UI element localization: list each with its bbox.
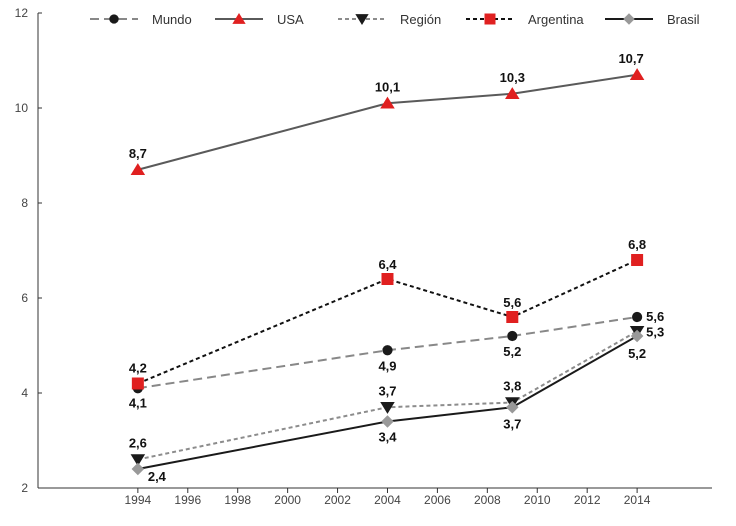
data-point xyxy=(631,254,644,266)
y-tick-label: 10 xyxy=(15,101,29,115)
data-point xyxy=(131,377,144,390)
legend-marker xyxy=(355,14,369,26)
legend-item-2: Región xyxy=(338,12,441,27)
x-tick-label: 1994 xyxy=(125,493,152,507)
data-label: 3,4 xyxy=(378,430,397,445)
data-label: 3,8 xyxy=(503,379,521,394)
legend-marker xyxy=(232,12,246,24)
legend-label: Argentina xyxy=(528,12,584,27)
x-tick-label: 1998 xyxy=(224,493,251,507)
y-tick-label: 6 xyxy=(21,291,28,305)
data-label: 10,7 xyxy=(618,51,643,66)
data-label: 6,8 xyxy=(628,237,646,252)
x-tick-label: 2002 xyxy=(324,493,351,507)
data-label: 4,1 xyxy=(129,395,147,410)
legend: Mundo USA Región Argentina Brasil xyxy=(90,12,700,27)
x-tick-label: 1996 xyxy=(174,493,201,507)
data-point xyxy=(381,415,394,428)
x-tick-label: 2004 xyxy=(374,493,401,507)
x-tick-label: 2012 xyxy=(574,493,601,507)
data-point xyxy=(506,311,519,323)
y-tick-label: 12 xyxy=(15,6,29,20)
x-tick-label: 2000 xyxy=(274,493,301,507)
data-point xyxy=(507,330,518,342)
axes: 2 4 6 8 10 12 1994 1996 1998 2000 2002 2004 2006 2008… xyxy=(15,6,712,507)
x-tick-label: 2008 xyxy=(474,493,501,507)
data-point xyxy=(632,311,643,323)
legend-marker xyxy=(109,14,119,24)
legend-label: Región xyxy=(400,12,441,27)
series-line-3 xyxy=(137,259,638,385)
x-tick-label: 2014 xyxy=(624,493,651,507)
data-label: 5,2 xyxy=(503,344,521,359)
x-tick-label: 2006 xyxy=(424,493,451,507)
data-label: 2,6 xyxy=(129,436,147,451)
legend-label: USA xyxy=(277,12,304,27)
data-label: 3,7 xyxy=(378,383,396,398)
data-point xyxy=(131,462,145,476)
series-markers xyxy=(130,68,645,476)
data-label: 6,4 xyxy=(378,257,397,272)
x-tick-label: 2010 xyxy=(524,493,551,507)
y-tick-label: 2 xyxy=(21,481,28,495)
data-label: 2,4 xyxy=(148,469,167,484)
data-label: 10,3 xyxy=(500,70,525,85)
series-line-0 xyxy=(137,316,638,390)
data-point xyxy=(130,454,146,467)
data-point xyxy=(130,163,146,176)
data-label: 10,1 xyxy=(375,79,400,94)
legend-item-3: Argentina xyxy=(466,12,584,27)
data-label: 5,6 xyxy=(646,309,664,324)
data-point xyxy=(380,96,395,109)
legend-label: Mundo xyxy=(152,12,192,27)
series-line-4 xyxy=(137,335,638,470)
legend-marker xyxy=(623,13,635,25)
data-point xyxy=(381,273,394,285)
data-point xyxy=(505,400,519,414)
data-label: 5,6 xyxy=(503,295,521,310)
legend-item-0: Mundo xyxy=(90,12,192,27)
legend-item-4: Brasil xyxy=(605,12,700,27)
data-label: 5,2 xyxy=(628,346,646,361)
series-line-2 xyxy=(137,330,638,461)
data-point xyxy=(382,345,393,356)
y-tick-label: 4 xyxy=(21,386,28,400)
data-label: 4,2 xyxy=(129,361,147,376)
y-tick-label: 8 xyxy=(21,196,28,210)
data-point xyxy=(505,87,520,100)
legend-item-1: USA xyxy=(215,12,304,27)
data-point xyxy=(380,401,395,414)
data-label: 5,3 xyxy=(646,324,664,339)
data-label: 8,7 xyxy=(129,146,147,161)
legend-label: Brasil xyxy=(667,12,700,27)
data-point xyxy=(630,329,644,343)
data-label: 3,7 xyxy=(503,416,521,431)
data-label: 4,9 xyxy=(378,358,396,373)
legend-marker xyxy=(484,13,496,25)
series-line-1 xyxy=(137,73,638,171)
data-labels: 4,1 4,9 5,2 5,6 8,7 10,1 10,3 10,7 2,6 3,7 3,8 5,3 4… xyxy=(129,51,664,484)
series-lines xyxy=(137,73,638,470)
data-point xyxy=(629,68,645,81)
